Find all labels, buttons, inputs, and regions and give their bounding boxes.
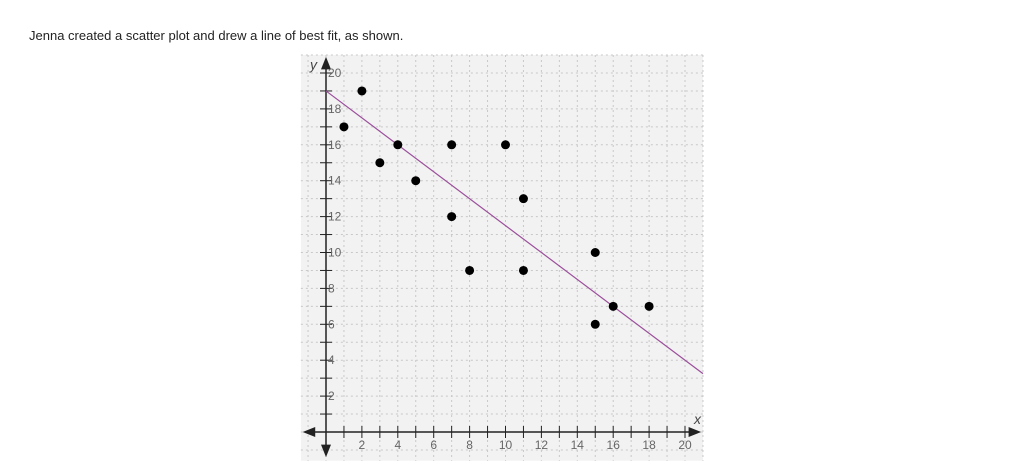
y-tick-label: 12	[328, 210, 342, 224]
data-point	[501, 140, 510, 150]
y-tick-label: 4	[328, 353, 335, 367]
y-axis-label: y	[309, 56, 318, 72]
y-tick-label: 2	[328, 389, 335, 403]
data-point	[644, 301, 654, 311]
data-point	[411, 176, 421, 186]
data-point	[608, 301, 618, 311]
data-point	[518, 194, 528, 204]
x-tick-label: 2	[359, 438, 366, 452]
data-point	[339, 122, 349, 132]
x-tick-label: 12	[535, 438, 549, 452]
y-tick-label: 20	[328, 66, 342, 80]
y-tick-label: 16	[328, 138, 342, 152]
data-point	[447, 140, 457, 150]
data-point	[590, 319, 600, 329]
data-point	[447, 212, 457, 222]
x-tick-label: 20	[678, 438, 692, 452]
x-axis-right-arrow	[688, 427, 702, 437]
data-point	[465, 265, 475, 275]
data-point	[375, 158, 385, 168]
y-tick-label: 18	[328, 102, 342, 116]
plot-background	[300, 55, 703, 461]
x-axis-label: x	[693, 411, 702, 427]
data-point	[393, 140, 403, 150]
question-text: Jenna created a scatter plot and drew a …	[29, 28, 404, 43]
y-axis-down-arrow	[321, 444, 331, 458]
x-tick-label: 6	[430, 438, 437, 452]
y-tick-label: 10	[328, 246, 342, 260]
x-tick-label: 10	[499, 438, 513, 452]
x-tick-label: 4	[394, 438, 401, 452]
data-point	[357, 86, 367, 96]
y-tick-label: 6	[328, 317, 335, 331]
y-tick-label: 8	[328, 281, 335, 295]
data-point	[518, 265, 528, 275]
y-axis-up-arrow	[321, 56, 331, 70]
x-axis-left-arrow	[302, 427, 316, 437]
data-point	[590, 248, 600, 257]
x-tick-label: 14	[571, 438, 585, 452]
line-of-best-fit	[325, 90, 704, 375]
x-tick-label: 8	[466, 438, 473, 452]
y-tick-label: 14	[328, 174, 342, 188]
x-tick-label: 18	[642, 438, 656, 452]
x-tick-label: 16	[607, 438, 621, 452]
